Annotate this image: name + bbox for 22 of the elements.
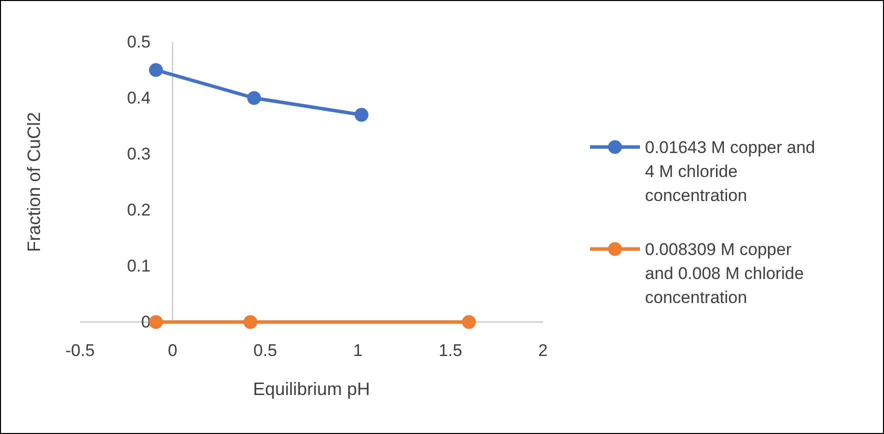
point — [243, 315, 258, 329]
point — [149, 63, 163, 77]
point — [354, 108, 368, 122]
x-tick-label: -0.5 — [65, 341, 95, 360]
y-tick-label: 0.3 — [126, 144, 151, 164]
y-axis-title: Fraction of CuCl2 — [24, 112, 44, 252]
x-tick-label: 0 — [168, 341, 178, 360]
point — [149, 315, 163, 329]
point — [462, 315, 476, 329]
x-tick-label: 1 — [353, 341, 363, 360]
legend-label: 0.008309 M copper and 0.008 M chloride concentration — [645, 240, 804, 307]
x-axis-title: Equilibrium pH — [252, 379, 370, 399]
x-tick-label: 1.5 — [438, 341, 462, 360]
x-tick-label: 0.5 — [253, 341, 278, 360]
y-tick-label: 0.4 — [126, 88, 151, 108]
y-tick-label: 0.1 — [126, 256, 151, 276]
legend-label: 0.01643 M copper and 4 M chloride concentration — [645, 138, 816, 205]
y-tick-label: 0.5 — [126, 32, 151, 52]
y-tick-label: 0.2 — [126, 200, 151, 220]
y-tick-label: 0 — [141, 312, 151, 332]
x-tick-label: 2 — [538, 341, 548, 360]
point — [247, 91, 261, 105]
